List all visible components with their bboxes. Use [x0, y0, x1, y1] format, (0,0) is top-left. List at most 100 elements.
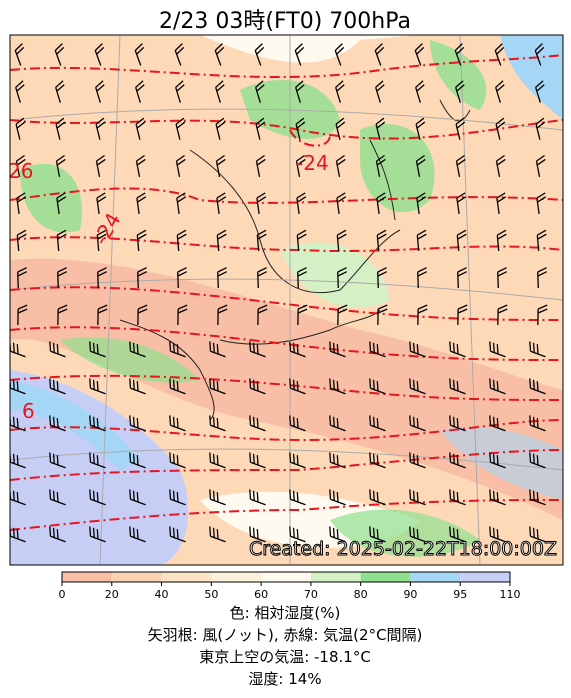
caption-line: 東京上空の気温: -18.1°C	[199, 648, 371, 666]
wind-barb	[94, 43, 105, 66]
wind-barb	[56, 229, 67, 252]
wind-barb	[369, 415, 386, 432]
wind-barb	[489, 489, 506, 506]
wind-barb	[17, 304, 28, 326]
wind-barb	[216, 192, 227, 215]
wind-barb	[176, 192, 187, 215]
wind-barb	[489, 341, 506, 358]
wind-barb	[529, 526, 546, 543]
wind-barb	[129, 378, 146, 395]
wind-barb	[489, 415, 506, 432]
caption-line: 矢羽根: 風(ノット), 赤線: 気温(2°C間隔)	[148, 626, 423, 644]
contour-label: 6	[22, 399, 35, 423]
wind-barb	[257, 304, 268, 326]
wind-barb	[489, 526, 506, 543]
wind-barb	[335, 80, 345, 103]
wind-barb	[376, 229, 387, 252]
wind-barb	[249, 415, 266, 432]
wind-barb	[89, 452, 106, 469]
wind-barb	[254, 43, 265, 66]
wind-barb	[529, 378, 546, 395]
wind-barb	[216, 229, 227, 252]
colorbar-segment	[410, 572, 461, 582]
wind-barb	[296, 229, 307, 252]
wind-barb	[169, 526, 186, 543]
wind-barb	[257, 267, 267, 289]
wind-barb	[49, 378, 66, 395]
wind-barb	[409, 415, 426, 432]
wind-barb	[535, 154, 546, 177]
wind-barb	[416, 229, 427, 252]
wind-barb	[137, 304, 148, 326]
wind-barb	[495, 117, 506, 140]
wind-barb	[449, 489, 466, 506]
colorbar-tick-label: 110	[500, 588, 521, 601]
wind-barb	[296, 192, 307, 215]
wind-barb	[54, 43, 65, 66]
wind-barb	[169, 489, 186, 506]
wind-barb	[255, 117, 266, 140]
wind-barb	[334, 43, 345, 66]
contour-label: -24	[296, 151, 329, 175]
wind-barb	[496, 192, 507, 215]
colorbar-tick-label: 20	[105, 588, 119, 601]
wind-barb	[377, 304, 388, 326]
wind-barb	[55, 117, 66, 140]
wind-barb	[449, 378, 466, 395]
wind-barb	[95, 117, 106, 140]
wind-barb	[49, 415, 66, 432]
wind-barb	[536, 229, 547, 252]
wind-barb	[289, 415, 306, 432]
colorbar-tick-label: 60	[254, 588, 268, 601]
wind-barb	[215, 154, 226, 177]
wind-barb	[449, 415, 466, 432]
wind-barb	[249, 526, 266, 543]
wind-barb	[15, 154, 26, 177]
wind-barb	[177, 304, 188, 326]
wind-barb	[95, 80, 105, 103]
colorbar-segment	[62, 572, 112, 582]
wind-barb	[209, 378, 226, 395]
colorbar-frame	[61, 571, 511, 583]
wind-barb	[129, 341, 146, 358]
wind-barb	[134, 43, 145, 66]
colorbar-tick-label: 40	[155, 588, 169, 601]
wind-barb	[455, 154, 466, 177]
wind-barb	[57, 267, 67, 289]
colorbar-tick-label: 80	[354, 588, 368, 601]
wind-barb	[96, 229, 107, 252]
wind-barb	[497, 304, 508, 326]
wind-barb	[135, 154, 146, 177]
wind-barb	[169, 341, 186, 358]
wind-barb	[136, 192, 147, 215]
wind-barb	[415, 80, 425, 103]
wind-barb	[529, 452, 546, 469]
wind-barb	[456, 229, 467, 252]
caption-line: 色: 相対湿度(%)	[230, 604, 341, 622]
wind-barb	[96, 192, 107, 215]
wind-barb	[534, 43, 545, 66]
wind-barb	[295, 80, 305, 103]
wind-barb	[535, 117, 546, 140]
wind-barb	[256, 192, 267, 215]
colorbar-tick-label: 70	[304, 588, 318, 601]
wind-barb	[374, 43, 385, 66]
wind-barb	[209, 341, 226, 358]
wind-barb	[336, 192, 347, 215]
colorbar-segment	[310, 572, 361, 582]
wind-barb	[177, 267, 187, 289]
colorbar-segment	[161, 572, 212, 582]
map-frame	[9, 34, 564, 566]
wind-barb	[337, 267, 347, 289]
wind-barb	[169, 378, 186, 395]
wind-barb	[97, 267, 107, 289]
timestamp: Created: 2025-02-22T18:00:00Z	[249, 538, 557, 560]
wind-barb	[535, 80, 545, 103]
wind-barb	[56, 192, 67, 215]
wind-barb	[289, 526, 306, 543]
wind-barb	[214, 43, 225, 66]
wind-barb	[49, 341, 66, 358]
caption-line: 湿度: 14%	[248, 670, 321, 688]
wind-barb	[129, 526, 146, 543]
